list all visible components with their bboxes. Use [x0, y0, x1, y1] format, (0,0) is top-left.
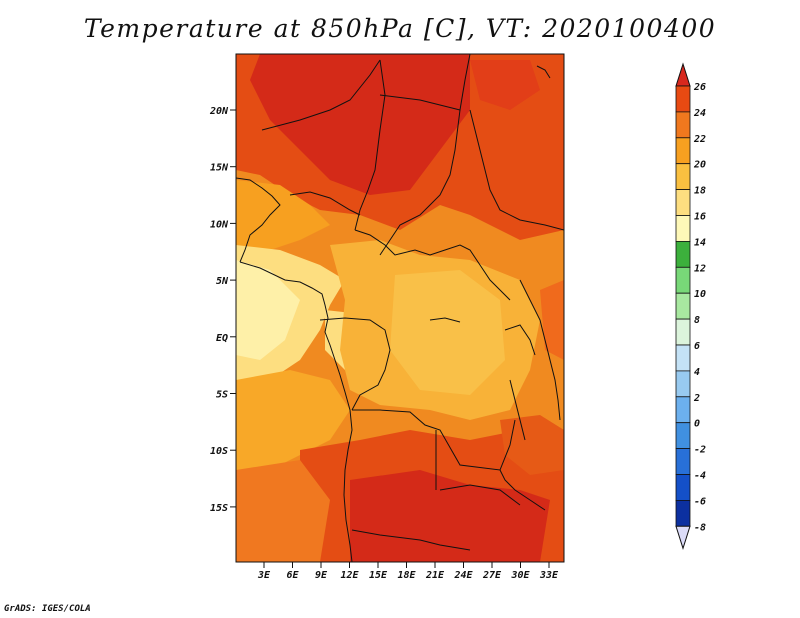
colorbar-label: 16 [694, 212, 706, 223]
lon-label: 24E [453, 570, 473, 581]
colorbar-label: 24 [693, 108, 706, 119]
lon-label: 27E [482, 570, 502, 581]
lon-label: 15E [369, 570, 388, 581]
lat-label: 5S [216, 390, 228, 401]
colorbar-label: 0 [694, 419, 700, 430]
map-frame [235, 53, 565, 563]
latitude-axis: 20N 15N 10N 5N EQ 5S 10S 15S [209, 106, 236, 514]
colorbar-swatch [675, 499, 691, 527]
colorbar-swatch [675, 215, 691, 242]
temperature-field [236, 54, 564, 562]
lon-label: 9E [315, 570, 328, 581]
colorbar-label: 6 [694, 341, 700, 352]
lon-label: 18E [397, 570, 416, 581]
colorbar-swatch [675, 163, 691, 190]
lon-label: 3E [257, 570, 271, 581]
colorbar-swatch [675, 344, 691, 372]
lat-label: 15N [210, 163, 229, 174]
lon-label: 6E [286, 570, 299, 581]
colorbar-swatch [675, 240, 691, 268]
colorbar-label: -6 [694, 496, 706, 507]
colorbar-swatch [675, 448, 691, 475]
colorbar-label: 10 [694, 289, 706, 300]
lat-label: 10S [210, 446, 228, 457]
colorbar-label: 18 [694, 186, 706, 197]
lat-label: 15S [210, 503, 228, 514]
chart-title: Temperature at 850hPa [C], VT: 202010040… [83, 14, 717, 43]
colorbar-label: 14 [694, 237, 706, 248]
longitude-axis: 3E 6E 9E 12E 15E 18E 21E 24E 27E 30E 33E [257, 562, 559, 581]
colorbar-label: -4 [694, 471, 706, 482]
colorbar-swatch [675, 111, 691, 139]
colorbar-label: -8 [694, 522, 706, 533]
colorbar-swatch [675, 189, 691, 216]
colorbar-label: 22 [693, 134, 706, 145]
country-borders [236, 54, 564, 562]
colorbar-swatch [675, 318, 691, 346]
colorbar-swatch [675, 85, 691, 113]
grads-credit: GrADS: IGES/COLA [4, 604, 91, 614]
colorbar-swatch [675, 370, 691, 398]
lat-label: EQ [216, 333, 228, 344]
colorbar-swatch [675, 474, 691, 501]
colorbar-label: 4 [694, 367, 700, 378]
colorbar-label: 2 [693, 393, 700, 404]
colorbar-label: 26 [693, 82, 706, 93]
colorbar-swatch [675, 266, 691, 294]
colorbar-swatch [675, 137, 691, 165]
colorbar-label: 20 [693, 160, 706, 171]
lon-label: 30E [510, 570, 530, 581]
lat-label: 5N [216, 276, 229, 287]
lon-label: 21E [425, 570, 445, 581]
colorbar-min-arrow [675, 525, 691, 550]
colorbar-label: 8 [694, 315, 700, 326]
lon-label: 12E [340, 570, 359, 581]
colorbar-label: -2 [694, 445, 706, 456]
lat-label: 10N [210, 219, 229, 230]
lat-label: 20N [209, 106, 229, 117]
colorbar-swatch [675, 396, 691, 424]
colorbar-swatch [675, 292, 691, 320]
colorbar-label: 12 [694, 263, 706, 274]
colorbar-swatch [675, 422, 691, 450]
colorbar-max-arrow [675, 62, 691, 87]
lon-label: 33E [539, 570, 559, 581]
